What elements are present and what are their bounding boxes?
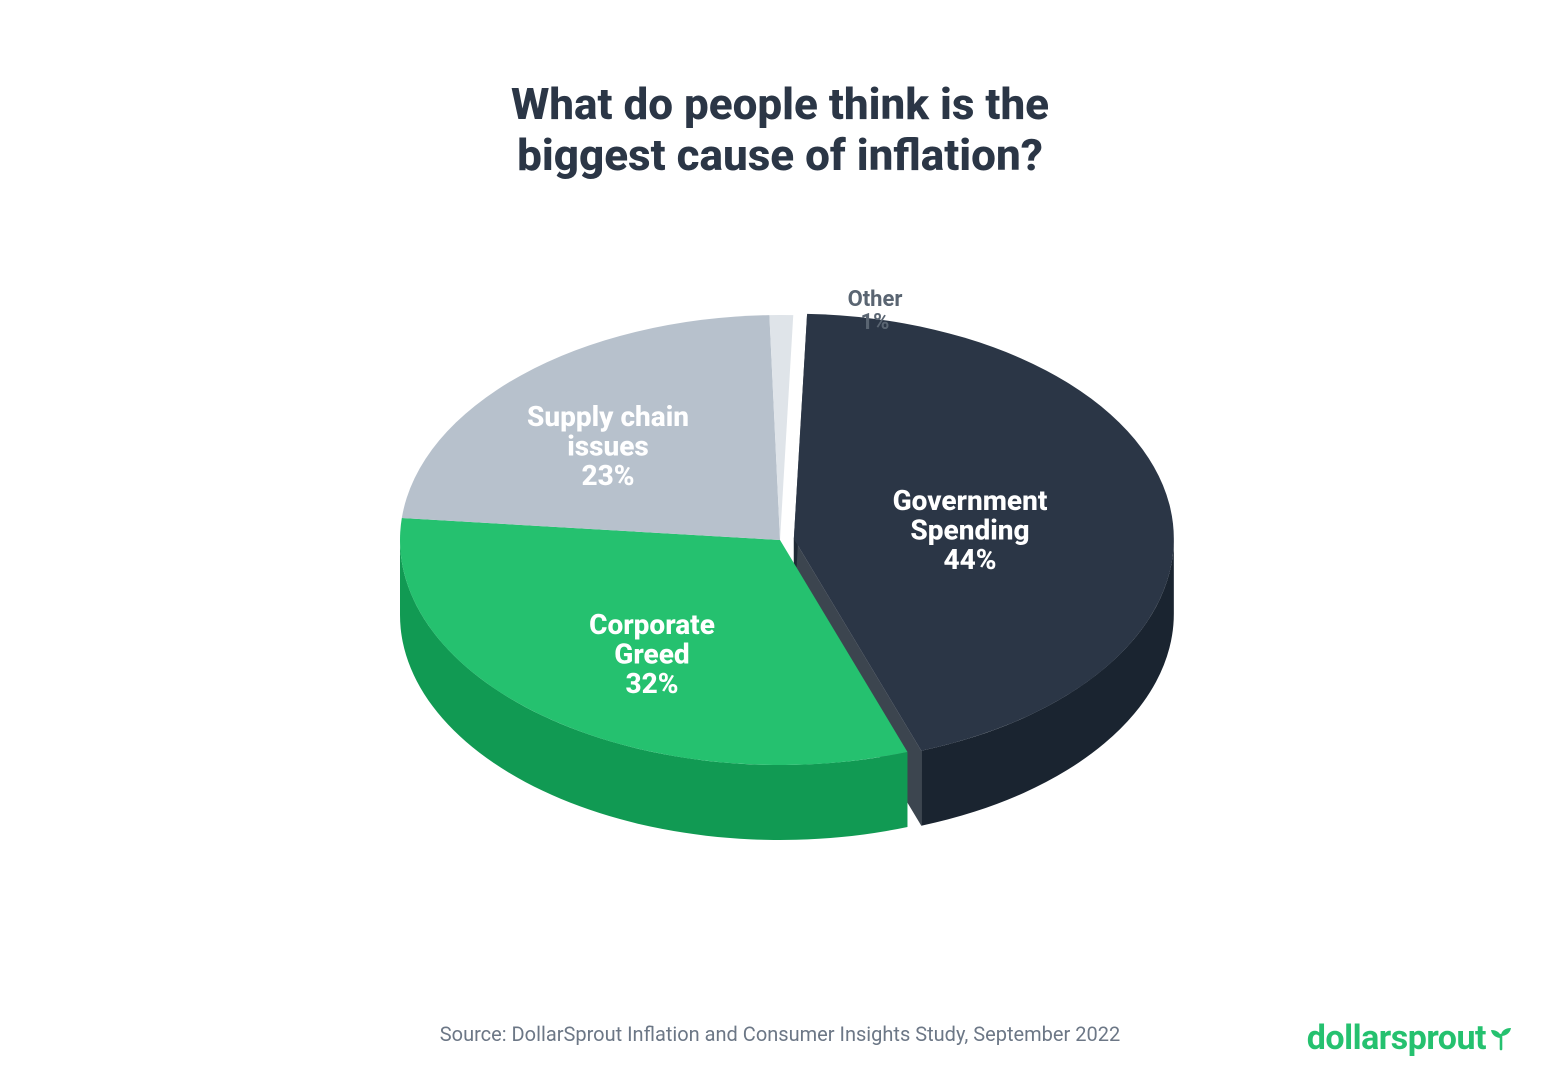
logo: dollarsprout <box>1307 1018 1514 1058</box>
pie-chart-3d: GovernmentSpending44%CorporateGreed32%Su… <box>290 210 1270 930</box>
title-line-2: biggest cause of inflation? <box>517 129 1043 181</box>
title-line-1: What do people think is the <box>511 78 1049 130</box>
sprout-icon <box>1488 1025 1514 1051</box>
chart-title: What do people think is the biggest caus… <box>0 79 1560 180</box>
logo-text: dollarsprout <box>1307 1018 1486 1058</box>
